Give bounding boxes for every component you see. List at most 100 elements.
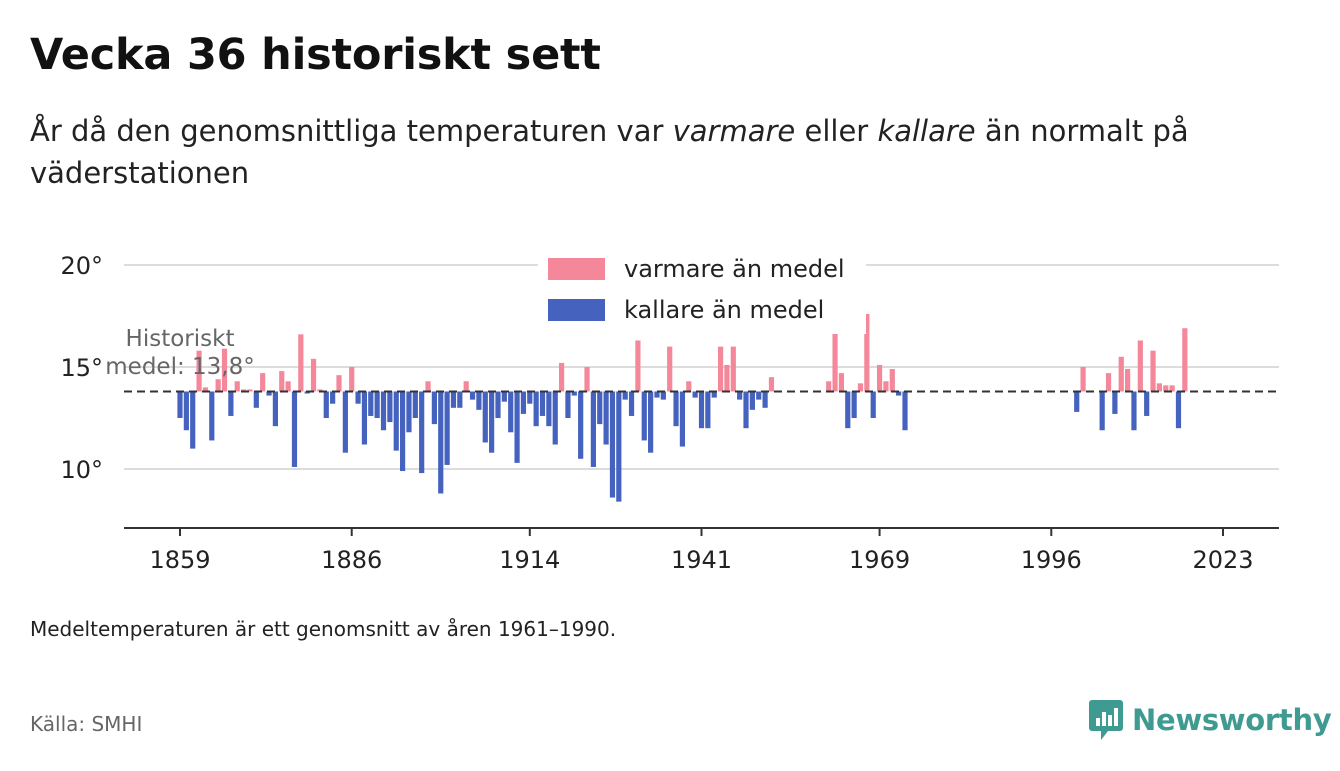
y-tick-label: 15° [60, 354, 103, 382]
bar-1884 [336, 375, 342, 392]
bar-1911 [508, 391, 514, 433]
bar-1929 [622, 391, 628, 400]
bar-1914 [527, 391, 533, 404]
bar-1913 [520, 391, 527, 414]
bars [177, 285, 1188, 502]
footnote: Medeltemperaturen är ett genomsnitt av å… [30, 617, 617, 641]
bar-1918 [552, 391, 558, 445]
bar-2005 [1105, 373, 1112, 392]
bar-1890 [374, 391, 380, 418]
bar-2016 [1175, 391, 1182, 429]
subtitle-part-1: År då den genomsnittliga temperaturen va… [30, 114, 673, 148]
bar-1904 [463, 381, 469, 392]
bar-1932 [641, 391, 647, 441]
bar-1873 [266, 391, 272, 396]
bar-1930 [628, 391, 635, 416]
bar-1901 [444, 391, 450, 465]
temperature-bar-chart: 10°15°20° Historiskt medel: 13,8° 1859 18… [60, 252, 1279, 574]
bar-1894 [399, 391, 406, 472]
bar-1935 [660, 391, 666, 400]
y-tick-label: 10° [60, 456, 103, 484]
bar-1933 [648, 391, 654, 453]
legend-swatch-cold [548, 299, 605, 321]
bar-1903 [457, 391, 463, 408]
bar-1865 [215, 379, 221, 392]
bar-1891 [380, 391, 387, 431]
bar-1945 [724, 364, 730, 392]
bar-1928 [616, 391, 622, 502]
bar-1970 [883, 381, 889, 392]
bar-1897 [419, 391, 425, 474]
bar-1876 [285, 381, 291, 392]
bar-1874 [272, 391, 278, 427]
bar-1889 [368, 391, 374, 416]
subtitle-cold-word: kallare [877, 114, 976, 148]
baseline-label-line-1: Historiskt [126, 326, 235, 352]
bar-1899 [431, 391, 437, 425]
brand-logo[interactable]: Newsworthy [1088, 698, 1332, 742]
bar-1881 [317, 389, 323, 392]
bar-1906 [476, 391, 482, 410]
baseline-label-line-2: medel: 13,8° [105, 354, 254, 380]
bar-1869 [240, 389, 247, 392]
bar-1883 [330, 391, 336, 404]
bar-1879 [304, 391, 310, 394]
bar-1971 [889, 369, 895, 392]
bar-1859 [177, 391, 183, 418]
legend: varmare än medel kallare än medel [538, 254, 866, 334]
subtitle-part-3: än normalt på väderstationen [30, 114, 1189, 190]
bar-1938 [679, 391, 686, 447]
bar-1886 [349, 367, 355, 392]
bar-2011 [1144, 391, 1150, 416]
bar-2015 [1169, 385, 1175, 392]
bar-1969 [876, 364, 883, 392]
bar-2006 [1112, 391, 1118, 414]
bar-1966 [857, 383, 864, 392]
bar-1896 [412, 391, 418, 418]
bar-1940 [692, 391, 698, 398]
bar-1934 [654, 391, 660, 398]
bar-1892 [387, 391, 393, 423]
legend-label-cold: kallare än medel [624, 296, 824, 324]
bar-1887 [355, 391, 361, 404]
x-tick-label: 1914 [499, 546, 560, 574]
x-tick-label: 1886 [321, 546, 382, 574]
bar-1912 [514, 391, 520, 463]
legend-label-warm: varmare än medel [624, 255, 845, 283]
bar-1952 [768, 377, 775, 392]
bar-1937 [673, 391, 679, 427]
bar-1877 [291, 391, 298, 467]
subtitle-part-2: eller [795, 114, 878, 148]
bar-1965 [851, 391, 857, 418]
bar-1924 [590, 391, 596, 467]
bar-1919 [558, 362, 565, 392]
x-tick-label: 2023 [1192, 546, 1253, 574]
bar-1917 [546, 391, 552, 427]
bar-2009 [1131, 391, 1137, 431]
bar-1946 [730, 346, 736, 392]
x-tick-label: 1969 [849, 546, 910, 574]
bar-2010 [1137, 340, 1143, 392]
bar-1860 [183, 391, 189, 431]
bar-1866 [221, 348, 228, 392]
bar-1936 [667, 346, 673, 392]
newsworthy-chart-icon [1089, 700, 1123, 740]
bar-1908 [489, 391, 495, 453]
x-tick-label: 1941 [671, 546, 732, 574]
bar-1868 [234, 381, 240, 392]
bar-1923 [584, 367, 590, 392]
bar-1968 [870, 391, 876, 418]
x-axis-ticks: 1859 1886 1914 1941 1969 1996 2023 [149, 528, 1254, 574]
bar-2013 [1156, 383, 1163, 392]
bar-1905 [469, 391, 476, 400]
bar-1898 [425, 381, 431, 392]
bar-1862 [196, 350, 202, 392]
bar-1907 [482, 391, 488, 443]
bar-1863 [202, 387, 209, 392]
bar-2014 [1163, 385, 1169, 392]
bar-1871 [253, 391, 259, 408]
bar-1949 [749, 391, 755, 410]
bar-1951 [762, 391, 768, 408]
bar-2012 [1150, 350, 1156, 392]
bar-1931 [635, 340, 641, 392]
